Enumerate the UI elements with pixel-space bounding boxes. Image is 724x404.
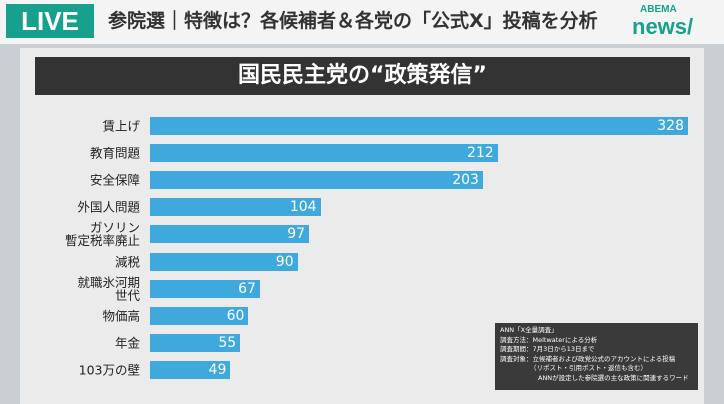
category-label: 減税: [114, 254, 140, 269]
header-bar: [0, 0, 724, 44]
category-label: 年金: [114, 335, 140, 351]
chart-title: 国民民主党の“政策発信”: [35, 57, 690, 95]
logo: news/: [632, 14, 694, 39]
logo: ABEMA: [640, 4, 677, 15]
note-line: ANN「X全量調査」: [500, 326, 558, 334]
note-line: 調査方法：Meltwaterによる分析: [500, 335, 598, 344]
note-line: ANNが設定した参院選の主な政策に関連するワード: [538, 373, 689, 382]
value-label: 60: [226, 307, 245, 324]
live-badge: LIVE: [6, 4, 94, 38]
value-label: 55: [218, 334, 237, 351]
bar: [150, 306, 249, 325]
source-note: ANN「X全量調査」 調査方法：Meltwaterによる分析 調査期間：7月3日から…: [495, 323, 698, 390]
bar: [150, 198, 321, 217]
value-label: 49: [208, 361, 227, 378]
category-label: 教育問題: [89, 145, 140, 161]
bar: [150, 333, 241, 352]
value-label: 104: [289, 199, 317, 216]
bar: [150, 225, 310, 244]
bar: [150, 360, 231, 379]
category-label: 賃上げ: [102, 118, 140, 134]
value-label: 203: [452, 172, 479, 189]
headline: 参院選｜特徴は？各候補者＆各党の「公式X」投稿を分析: [108, 10, 598, 32]
value-label: 67: [238, 280, 256, 297]
value-label: 212: [466, 145, 494, 162]
category-label: ガソリン 暫定税率廃止: [64, 220, 140, 249]
value-label: 328: [657, 118, 684, 134]
note-line: 調査期間：7月3日から13日まで: [500, 345, 595, 353]
value-label: 97: [287, 226, 306, 243]
note-line: 調査対象：立候補者および政党公式のアカウントによる投稿: [500, 354, 676, 363]
bar: [150, 117, 688, 135]
category-label: 外国人問題: [77, 199, 140, 215]
category-label: 物価高: [102, 308, 140, 324]
bar: [150, 252, 298, 271]
note-line: （リポスト・引用ポスト・返信も含む）: [530, 364, 647, 372]
value-label: 90: [275, 253, 294, 270]
bar: [150, 279, 260, 298]
category-label: 就職氷河期 世代: [77, 274, 140, 303]
category-label: 安全保障: [89, 172, 140, 188]
category-label: 103万の壁: [78, 362, 140, 378]
bar: [150, 171, 483, 190]
bar: [150, 144, 498, 163]
